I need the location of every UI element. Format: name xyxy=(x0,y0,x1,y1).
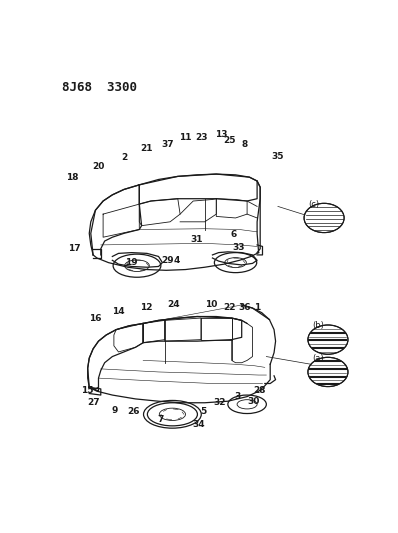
Text: 17: 17 xyxy=(68,244,80,253)
Text: 37: 37 xyxy=(162,140,174,149)
Text: 11: 11 xyxy=(179,133,192,142)
Text: 29: 29 xyxy=(162,256,174,265)
Ellipse shape xyxy=(144,400,201,428)
Text: 6: 6 xyxy=(230,230,236,239)
Text: 27: 27 xyxy=(88,398,100,407)
Ellipse shape xyxy=(308,325,348,354)
Text: 13: 13 xyxy=(215,130,228,139)
Text: 34: 34 xyxy=(192,420,205,429)
Ellipse shape xyxy=(304,203,344,232)
Text: 20: 20 xyxy=(92,162,105,171)
Text: 31: 31 xyxy=(191,235,203,244)
Text: 33: 33 xyxy=(232,243,245,252)
Text: 8: 8 xyxy=(242,140,248,149)
Text: 35: 35 xyxy=(272,152,284,161)
Text: 1: 1 xyxy=(254,303,260,312)
Text: 14: 14 xyxy=(112,308,125,317)
Text: 4: 4 xyxy=(173,256,179,265)
Text: 25: 25 xyxy=(223,136,236,146)
Text: 26: 26 xyxy=(127,408,139,416)
Ellipse shape xyxy=(308,357,348,386)
Text: 19: 19 xyxy=(125,258,138,267)
Text: 16: 16 xyxy=(89,313,101,322)
Text: 24: 24 xyxy=(168,300,180,309)
Text: 21: 21 xyxy=(140,144,152,153)
Text: 12: 12 xyxy=(140,303,152,312)
Text: (b): (b) xyxy=(312,321,324,330)
Text: 10: 10 xyxy=(205,300,217,309)
Text: 32: 32 xyxy=(213,398,226,407)
Text: 28: 28 xyxy=(253,386,265,395)
Text: (c): (c) xyxy=(309,200,320,209)
Text: 18: 18 xyxy=(66,173,78,182)
Text: 30: 30 xyxy=(247,397,259,406)
Text: 9: 9 xyxy=(111,406,118,415)
Text: 15: 15 xyxy=(82,386,94,395)
Text: 7: 7 xyxy=(158,415,164,424)
Text: 5: 5 xyxy=(200,408,206,416)
Text: 3: 3 xyxy=(235,392,241,401)
Text: (a): (a) xyxy=(312,353,324,362)
Text: 36: 36 xyxy=(238,303,251,312)
Text: 8J68  3300: 8J68 3300 xyxy=(62,81,137,94)
Text: 2: 2 xyxy=(121,152,128,161)
Text: 22: 22 xyxy=(223,303,236,312)
Text: 23: 23 xyxy=(195,133,208,142)
